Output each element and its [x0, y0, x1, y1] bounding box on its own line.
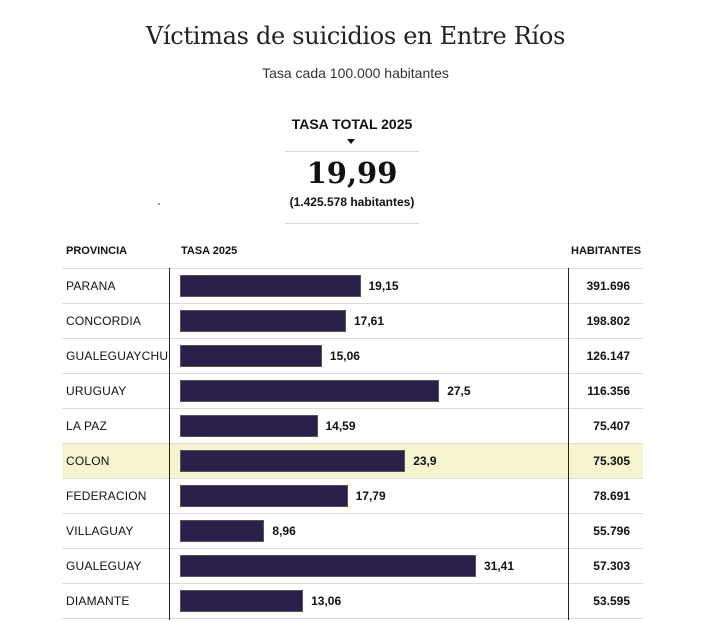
population-value: 55.796: [593, 524, 630, 538]
header-province: PROVINCIA: [66, 245, 128, 257]
decorative-dot: [158, 203, 160, 205]
province-label: COLON: [66, 454, 110, 468]
divider: [285, 223, 419, 224]
table-row: URUGUAY 27,5 116.356: [62, 374, 643, 409]
total-rate-selector[interactable]: TASA TOTAL 2025: [291, 116, 413, 132]
table-top-border: [62, 268, 643, 269]
divider: [285, 151, 419, 152]
axis-line-left: [169, 268, 170, 620]
rate-value-label: 13,06: [311, 594, 342, 608]
rate-bar: [180, 310, 346, 332]
caret-down-icon[interactable]: [347, 139, 355, 144]
province-label: GUALEGUAYCHU: [66, 349, 169, 363]
population-value: 126.147: [586, 349, 630, 363]
table-row: GUALEGUAY 31,41 57.303: [62, 549, 643, 584]
population-value: 198.802: [586, 314, 630, 328]
table-row: VILLAGUAY 8,96 55.796: [62, 514, 643, 549]
table-row: DIAMANTE 13,06 53.595: [62, 584, 643, 619]
axis-line-right: [568, 268, 569, 620]
table-row: CONCORDIA 17,61 198.802: [62, 304, 643, 339]
total-rate-value: 19,99: [306, 156, 398, 190]
total-population: (1.425.578 habitantes): [289, 195, 415, 209]
province-label: GUALEGUAY: [66, 559, 142, 573]
rate-value-label: 17,61: [354, 314, 385, 328]
rate-bar: [180, 555, 476, 577]
population-value: 391.696: [586, 279, 630, 293]
rate-value-label: 15,06: [329, 349, 360, 363]
table-row: COLON 23,9 75.305: [62, 444, 643, 479]
rate-bar: [180, 275, 361, 297]
population-value: 53.595: [593, 594, 630, 608]
rate-bar: [180, 590, 304, 612]
table-row: PARANA 19,15 391.696: [62, 269, 643, 304]
rate-bar: [180, 345, 322, 367]
rate-bar: [180, 450, 406, 472]
population-value: 57.303: [593, 559, 630, 573]
rate-bar: [180, 380, 440, 402]
rate-value-label: 23,9: [413, 454, 437, 468]
table-row: FEDERACION 17,79 78.691: [62, 479, 643, 514]
rate-value-label: 27,5: [447, 384, 471, 398]
chart-subtitle: Tasa cada 100.000 habitantes: [262, 65, 449, 81]
population-value: 78.691: [593, 489, 630, 503]
province-label: DIAMANTE: [66, 594, 130, 608]
chart-title: Víctimas de suicidios en Entre Ríos: [145, 22, 566, 50]
province-label: CONCORDIA: [66, 314, 142, 328]
header-population: HABITANTES: [571, 245, 642, 257]
population-value: 75.407: [593, 419, 630, 433]
population-value: 75.305: [593, 454, 630, 468]
province-label: LA PAZ: [66, 419, 107, 433]
rate-bar: [180, 485, 348, 507]
rate-value-label: 31,41: [484, 559, 515, 573]
rate-value-label: 14,59: [325, 419, 356, 433]
rate-value-label: 19,15: [368, 279, 399, 293]
header-rate: TASA 2025: [181, 245, 238, 257]
population-value: 116.356: [587, 384, 630, 398]
province-label: URUGUAY: [66, 384, 127, 398]
rate-value-label: 8,96: [272, 524, 296, 538]
table-row: LA PAZ 14,59 75.407: [62, 409, 643, 444]
rate-bar: [180, 520, 265, 542]
province-label: PARANA: [66, 279, 116, 293]
rate-bar: [180, 415, 318, 437]
province-label: VILLAGUAY: [66, 524, 134, 538]
table-row: GUALEGUAYCHU 15,06 126.147: [62, 339, 643, 374]
rate-value-label: 17,79: [355, 489, 386, 503]
province-label: FEDERACION: [66, 489, 147, 503]
